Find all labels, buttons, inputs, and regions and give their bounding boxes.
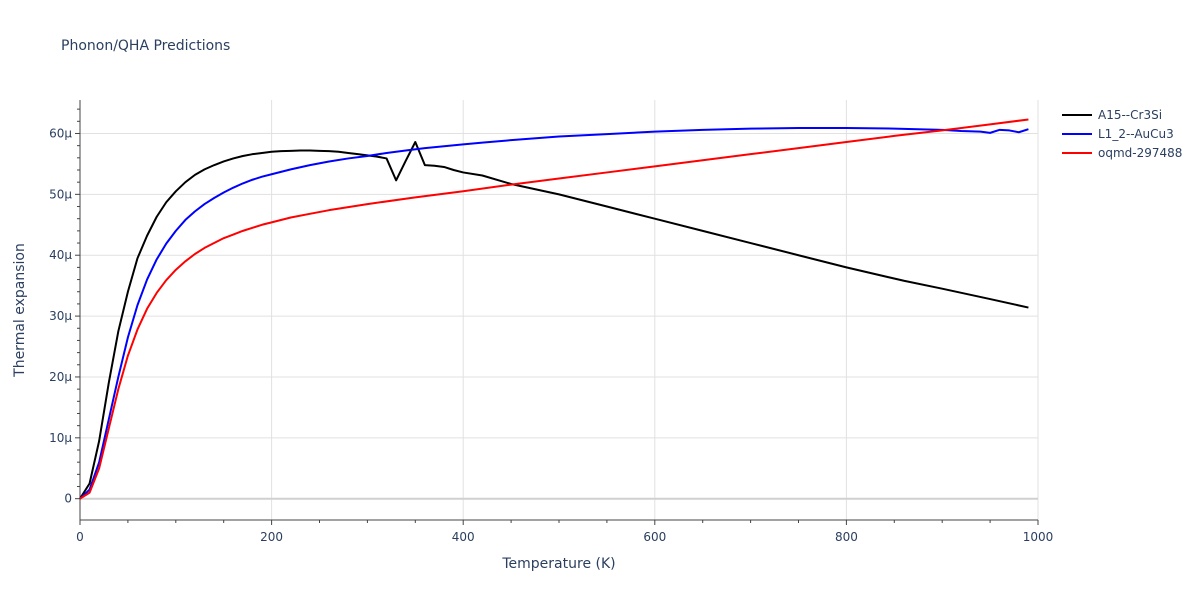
y-tick-label: 30μ [49, 309, 72, 323]
series-line-1[interactable] [79, 127, 1029, 500]
series-line-0[interactable] [79, 141, 1029, 500]
legend-item[interactable]: oqmd-297488 [1062, 146, 1182, 160]
legend-label: A15--Cr3Si [1098, 108, 1162, 122]
x-tick-label: 600 [643, 530, 666, 544]
x-tick-label: 0 [76, 530, 84, 544]
legend-label: oqmd-297488 [1098, 146, 1182, 160]
y-tick-label: 10μ [49, 431, 72, 445]
y-tick-label: 40μ [49, 248, 72, 262]
y-axis-title: Thermal expansion [12, 243, 28, 378]
x-axis-title: Temperature (K) [501, 556, 615, 572]
series-layer [79, 118, 1029, 500]
x-tick-label: 1000 [1023, 530, 1054, 544]
legend-label: L1_2--AuCu3 [1098, 127, 1174, 141]
y-tick-label: 0 [64, 492, 72, 506]
grid-layer [80, 100, 1039, 520]
chart-title: Phonon/QHA Predictions [61, 38, 230, 54]
series-line-2[interactable] [79, 118, 1029, 500]
y-tick-label: 50μ [49, 187, 72, 201]
legend[interactable]: A15--Cr3Si L1_2--AuCu3 oqmd-297488 [1062, 108, 1182, 160]
axis-layer: 0 200 400 600 800 1000 0 10μ 20μ 30μ 40μ 50μ 60μ [49, 100, 1053, 544]
legend-item[interactable]: L1_2--AuCu3 [1062, 127, 1174, 141]
x-tick-label: 800 [835, 530, 858, 544]
y-tick-label: 60μ [49, 126, 72, 140]
y-tick-label: 20μ [49, 370, 72, 384]
x-tick-label: 200 [260, 530, 283, 544]
x-tick-label: 400 [452, 530, 475, 544]
legend-item[interactable]: A15--Cr3Si [1062, 108, 1162, 122]
